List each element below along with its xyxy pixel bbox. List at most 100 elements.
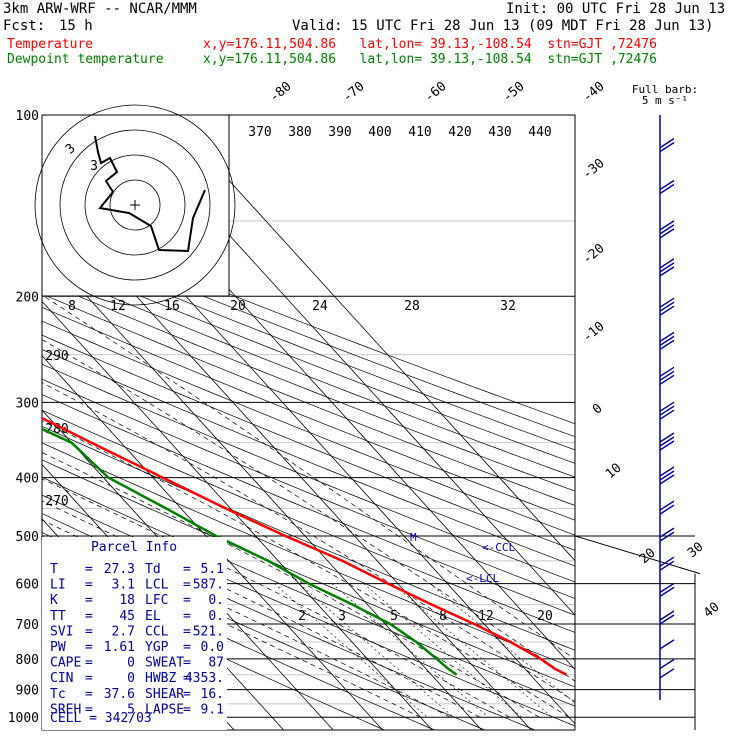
parcel-value: 2.7 — [112, 624, 135, 639]
parcel-key: CIN — [50, 671, 73, 686]
dry-adiabat-420 — [42, 293, 575, 506]
pressure-label-400: 400 — [16, 472, 39, 487]
moist-adiabat-38 — [42, 294, 575, 660]
wind-barb — [659, 297, 675, 316]
parcel-value: 16. — [201, 687, 224, 702]
pressure-label-600: 600 — [16, 578, 39, 593]
isotherm-label: -80 — [267, 79, 295, 106]
wind-barb — [659, 220, 675, 239]
parcel-value: 521. — [193, 624, 224, 639]
parcel-value: 5.1 — [201, 562, 224, 577]
dry-adiabat-360 — [42, 378, 575, 599]
parcel-value: 0.0 — [201, 640, 224, 655]
parcel-eq: = — [183, 624, 191, 639]
isotherm-label: -10 — [580, 319, 608, 346]
parcel-value: 3.1 — [112, 578, 135, 593]
isotherm-label: -30 — [580, 156, 608, 183]
parcel-key: LFC — [145, 593, 168, 608]
legend-temperature-info: x,y=176.11,504.86 lat,lon= 39.13,-108.54… — [203, 37, 657, 52]
mixing-ratio-5 — [331, 583, 489, 718]
wind-barb — [659, 366, 675, 385]
theta-label: 400 — [368, 125, 391, 140]
dry-adiabat-410 — [42, 307, 575, 521]
parcel-eq: = — [183, 687, 191, 702]
pressure-label-900: 900 — [16, 684, 39, 699]
wind-barb-title: Full barb: — [632, 83, 698, 96]
moist-adiabat-32 — [42, 339, 575, 682]
wind-barb — [659, 668, 675, 679]
parcel-eq: = — [183, 593, 191, 608]
parcel-eq: = — [85, 593, 93, 608]
pressure-label-100: 100 — [16, 109, 39, 124]
parcel-eq: = — [183, 609, 191, 624]
mixing-ratio-12 — [392, 583, 553, 718]
hodograph-ring — [59, 129, 211, 281]
parcel-key: LAPSE — [145, 702, 184, 717]
hodograph-ring — [84, 154, 186, 256]
hodograph-ring-label: 3 — [90, 159, 98, 174]
parcel-value: 27.3 — [104, 562, 135, 577]
parcel-info-panel — [42, 537, 227, 730]
wind-barb — [659, 527, 675, 542]
parcel-key: CCL — [145, 624, 169, 639]
hodograph-speed-label: 12 — [110, 299, 126, 314]
isotherm-label: -60 — [422, 79, 450, 106]
right-frame-edge — [574, 535, 701, 575]
dry-adiabat-430 — [42, 280, 575, 492]
isotherm-label: -20 — [580, 241, 608, 268]
isotherm--90 — [0, 115, 36, 730]
parcel-value: 4353. — [185, 671, 224, 686]
pressure-label-500: 500 — [16, 530, 39, 545]
parcel-key: K — [50, 593, 58, 608]
parcel-eq: = — [85, 609, 93, 624]
parcel-info-title: Parcel Info — [91, 540, 177, 555]
hodograph-trace — [94, 135, 206, 253]
theta-label: 440 — [528, 125, 551, 140]
isotherm--20 — [42, 355, 383, 730]
hodograph-speed-label: 28 — [404, 299, 420, 314]
dry-adiabat-370 — [42, 363, 575, 583]
parcel-key: SREH — [50, 702, 81, 717]
dry-adiabat-460 — [42, 242, 575, 451]
wind-barb — [659, 179, 675, 195]
forecast-hour: 15 h — [59, 18, 93, 34]
parcel-value: 0. — [208, 609, 224, 624]
mixing-ratio-3 — [299, 583, 454, 718]
parcel-value: 18 — [119, 593, 135, 608]
dry-adiabat-480 — [42, 218, 575, 425]
wind-barb — [659, 639, 675, 650]
dry-adiabat-380 — [42, 349, 575, 567]
dry-adiabat-330 — [42, 425, 575, 651]
parcel-key: LI — [50, 578, 66, 593]
wind-barb — [659, 556, 675, 571]
parcel-key: SHEAR — [145, 687, 184, 702]
parcel-value: 0 — [127, 671, 135, 686]
parcel-eq: = — [183, 702, 191, 717]
theta-left-label: 270 — [45, 494, 68, 509]
parcel-key: YGP — [145, 640, 169, 655]
mixing-ratio-label: 3 — [338, 609, 346, 624]
parcel-key: SWEAT — [145, 656, 184, 671]
parcel-key: CAPE — [50, 656, 81, 671]
parcel-key: EL — [145, 609, 161, 624]
parcel-eq: = — [85, 656, 93, 671]
hodograph-speed-label: 20 — [230, 299, 246, 314]
mixing-ratio-8 — [363, 583, 523, 718]
wind-barb — [659, 500, 675, 515]
dry-adiabat-440 — [42, 267, 575, 478]
isotherm-label: 10 — [603, 461, 625, 483]
dry-adiabat-400 — [42, 320, 575, 536]
isotherm-label: 40 — [701, 600, 723, 622]
isotherm-label: 20 — [637, 546, 659, 568]
wind-barb — [659, 432, 675, 451]
moist-adiabat-14 — [42, 452, 540, 718]
dry-adiabat-340 — [42, 409, 575, 633]
theta-label: 410 — [408, 125, 431, 140]
dewpoint-trace — [42, 427, 458, 676]
valid-time: Valid: 15 UTC Fri 28 Jun 13 (09 MDT Fri … — [292, 18, 714, 34]
parcel-eq: = — [183, 656, 191, 671]
dry-adiabat-300 — [42, 476, 575, 707]
wind-barb — [659, 582, 675, 597]
mixing-ratio-20 — [429, 583, 575, 704]
